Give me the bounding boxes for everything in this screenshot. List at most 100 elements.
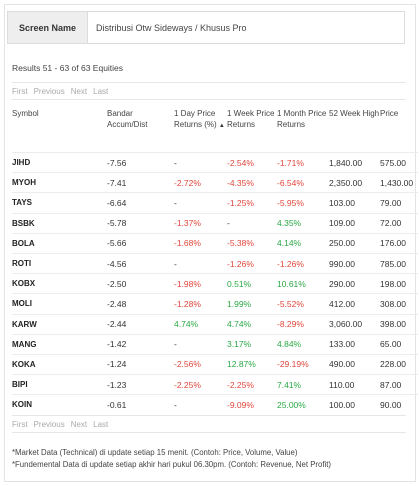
cell-price: 65.00 [380,333,418,355]
cell-1week-return: -1.25% [227,192,277,214]
cell-symbol[interactable]: KOIN [12,394,107,415]
column-header-price[interactable]: Price [380,109,399,118]
cell-52week-high: 133.00 [329,333,380,355]
cell-price: 398.00 [380,313,418,335]
table-row[interactable]: ROTI -4.56- -1.26% -1.26% 990.00 785.00 [12,252,418,274]
cell-price: 228.00 [380,353,418,375]
cell-price: 72.00 [380,212,418,234]
cell-52week-high: 1,840.00 [329,151,380,173]
cell-bandar: -1.23 [107,374,174,395]
cell-bandar: -1.24 [107,353,174,375]
column-header-1month[interactable]: 1 Month Price Returns [277,109,327,129]
table-row[interactable]: KARW -2.44 4.74% 4.74% -8.29% 3,060.00 398.00 [12,313,418,335]
cell-bandar: -7.41 [107,172,174,193]
cell-bandar: -2.48 [107,293,174,314]
cell-1day-return: - [174,394,227,415]
column-header-symbol[interactable]: Symbol [12,109,39,118]
cell-1week-return: -2.54% [227,151,277,173]
cell-symbol[interactable]: JIHD [12,151,107,173]
cell-1day-return: -1.28% [174,293,227,314]
cell-symbol[interactable]: ROTI [12,252,107,274]
footnote-fundamental: *Fundemental Data di update setiap akhir… [12,460,331,469]
cell-1month-return: -1.26% [277,252,329,274]
table-row[interactable]: KOKA -1.24 -2.56% 12.87% -29.19% 490.00 228.00 [12,353,418,375]
cell-1week-return: 3.17% [227,333,277,355]
cell-1month-return: 7.41% [277,374,329,395]
cell-bandar: -2.44 [107,313,174,335]
cell-1month-return: 25.00% [277,394,329,415]
cell-52week-high: 110.00 [329,374,380,395]
column-header-52week-high[interactable]: 52 Week High [329,109,380,118]
table-row[interactable]: KOBX -2.50 -1.98% 0.51% 10.61% 290.00 198.00 [12,273,418,294]
screen-name-value[interactable]: Distribusi Otw Sideways / Khusus Pro [96,22,247,33]
cell-52week-high: 100.00 [329,394,380,415]
cell-52week-high: 990.00 [329,252,380,274]
screen-name-row: Screen Name Distribusi Otw Sideways / Kh… [7,11,405,44]
table-row[interactable]: BIPI -1.23 -2.25% -2.25% 7.41% 110.00 87.00 [12,374,418,395]
cell-bandar: -4.56 [107,252,174,274]
cell-price: 785.00 [380,252,418,274]
table-row[interactable]: JIHD -7.56- -2.54% -1.71% 1,840.00 575.00 [12,151,418,173]
column-header-1day[interactable]: 1 Day Price Returns (%) ▲ [174,109,225,129]
cell-1month-return: 4.14% [277,232,329,254]
cell-symbol[interactable]: MYOH [12,172,107,193]
cell-1month-return: 4.35% [277,212,329,234]
footnote-market: *Market Data (Technical) di update setia… [12,448,298,457]
pager-last-link[interactable]: Last [93,420,109,429]
table-row[interactable]: BSBK -5.78 -1.37% -4.35% 109.00 72.00 [12,212,418,234]
cell-1week-return: -4.35% [227,172,277,193]
cell-1day-return: -1.98% [174,273,227,294]
table-row[interactable]: KOIN -0.61- -9.09% 25.00% 100.00 90.00 [12,394,418,415]
column-header-1week[interactable]: 1 Week Price Returns [227,109,275,129]
pager-first-link[interactable]: First [12,420,28,429]
pager-next-link[interactable]: Next [70,87,88,96]
pager-last-link[interactable]: Last [93,87,109,96]
table-row[interactable]: TAYS -6.64- -1.25% -5.95% 103.00 79.00 [12,192,418,214]
table-row[interactable]: MOLI -2.48 -1.28% 1.99% -5.52% 412.00 308.00 [12,293,418,314]
cell-1day-return: -1.37% [174,212,227,234]
column-header-bandar[interactable]: Bandar Accum/Dist [107,109,148,129]
table-row[interactable]: MYOH -7.41 -2.72% -4.35% -6.54% 2,350.00 1,430… [12,172,418,193]
pager-first-link[interactable]: First [12,87,28,96]
cell-symbol[interactable]: KARW [12,313,107,335]
cell-1month-return: 10.61% [277,273,329,294]
divider [12,415,406,416]
cell-symbol[interactable]: KOBX [12,273,107,294]
cell-1day-return: -2.25% [174,374,227,395]
footnotes: *Market Data (Technical) di update setia… [12,447,331,471]
table-row[interactable]: BOLA -5.66 -1.68% -5.38% 4.14% 250.00 176.00 [12,232,418,254]
cell-bandar: -2.50 [107,273,174,294]
cell-symbol[interactable]: MANG [12,333,107,355]
cell-1day-return: - [174,151,227,173]
cell-price: 1,430.00 [380,172,418,193]
cell-1week-return: 4.74% [227,313,277,335]
cell-symbol[interactable]: KOKA [12,353,107,375]
equities-table: Symbol Bandar Accum/Dist 1 Day Price Ret… [12,106,418,415]
cell-1month-return: 4.84% [277,333,329,355]
cell-1week-return: -5.38% [227,232,277,254]
divider [12,99,406,100]
cell-52week-high: 109.00 [329,212,380,234]
cell-price: 79.00 [380,192,418,214]
cell-1day-return: - [174,192,227,214]
pager-next-link[interactable]: Next [70,420,88,429]
cell-52week-high: 490.00 [329,353,380,375]
cell-1month-return: -5.52% [277,293,329,314]
cell-symbol[interactable]: TAYS [12,192,107,214]
cell-symbol[interactable]: MOLI [12,293,107,314]
cell-symbol[interactable]: BOLA [12,232,107,254]
pager-previous-link[interactable]: Previous [33,420,65,429]
pager-previous-link[interactable]: Previous [33,87,65,96]
cell-52week-high: 290.00 [329,273,380,294]
cell-bandar: -7.56 [107,151,174,173]
table-row[interactable]: MANG -1.42-3.17% 4.84% 133.00 65.00 [12,333,418,355]
cell-symbol[interactable]: BSBK [12,212,107,234]
cell-1month-return: -8.29% [277,313,329,335]
table-header: Symbol Bandar Accum/Dist 1 Day Price Ret… [12,106,418,153]
cell-symbol[interactable]: BIPI [12,374,107,395]
cell-1month-return: -6.54% [277,172,329,193]
cell-1month-return: -5.95% [277,192,329,214]
cell-1week-return: - [227,212,277,234]
cell-bandar: -6.64 [107,192,174,214]
pager-bottom: First Previous Next Last [12,420,108,429]
